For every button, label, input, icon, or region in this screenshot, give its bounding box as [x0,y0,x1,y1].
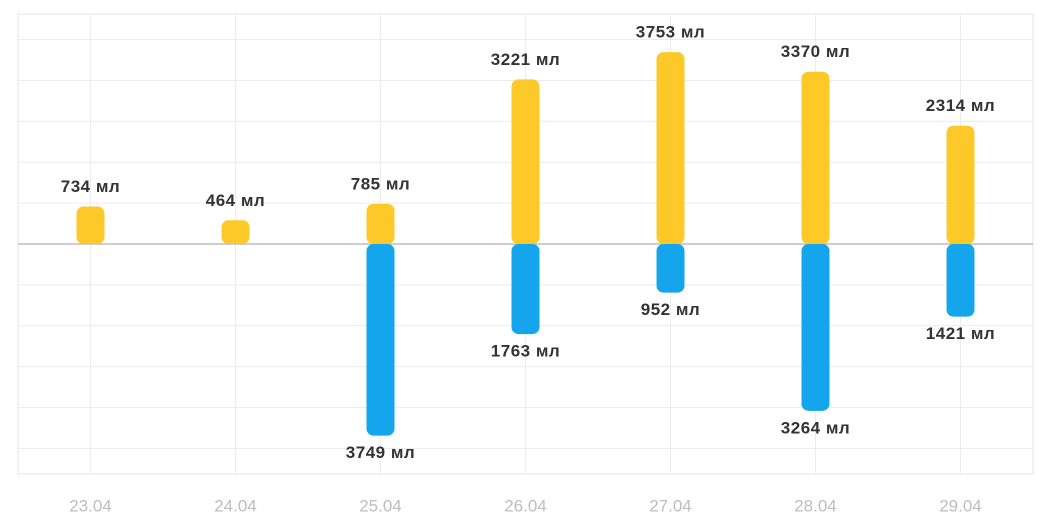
value-label: 3264 мл [781,418,850,437]
x-tick-label: 24.04 [214,496,257,515]
bar [366,244,395,436]
x-tick-label: 29.04 [939,496,982,515]
bar [511,244,540,335]
bar [656,244,685,293]
value-label: 3370 мл [781,42,850,61]
bar [511,79,540,244]
value-label: 1421 мл [926,324,995,343]
x-tick-label: 25.04 [359,496,402,515]
x-tick-label: 27.04 [649,496,692,515]
value-label: 3221 мл [491,50,560,69]
bar [656,52,685,245]
x-tick-label: 28.04 [794,496,837,515]
value-label: 734 мл [61,177,120,196]
bar [221,220,250,244]
bar [946,244,975,317]
bar [801,71,830,244]
bar [801,244,830,411]
x-tick-label: 23.04 [69,496,112,515]
value-label: 1763 мл [491,342,560,361]
value-label: 3753 мл [636,23,705,42]
bar [76,206,105,244]
value-label: 2314 мл [926,96,995,115]
value-label: 464 мл [206,191,265,210]
bar [366,203,395,244]
value-label: 3749 мл [346,443,415,462]
bar [946,125,975,244]
value-label: 952 мл [641,300,700,319]
value-label: 785 мл [351,174,410,193]
x-tick-label: 26.04 [504,496,547,515]
